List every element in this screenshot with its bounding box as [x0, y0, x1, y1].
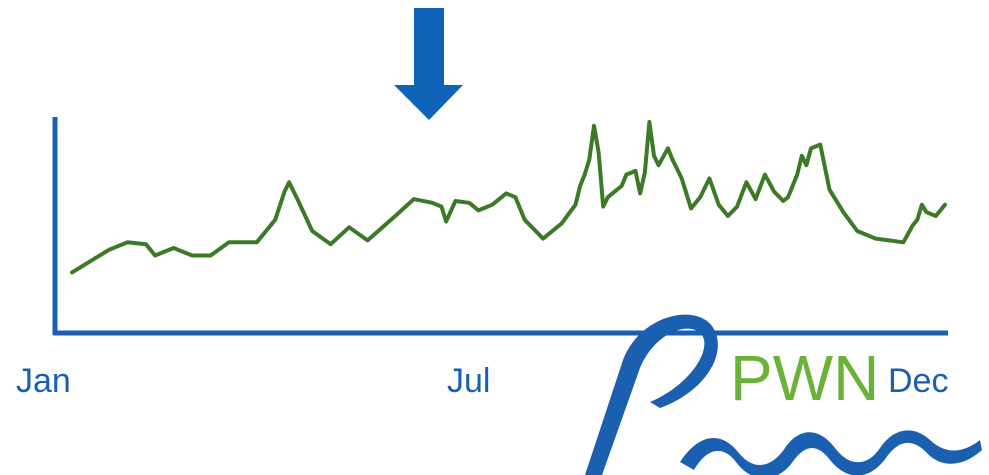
x-tick-label-jan: Jan — [16, 362, 71, 400]
pwn-logo: PWN — [585, 314, 982, 475]
x-tick-label-dec: Dec — [888, 362, 948, 400]
logo-text: PWN — [730, 342, 879, 414]
logo-swoosh-icon — [585, 314, 718, 475]
x-tick-label-jul: Jul — [447, 362, 490, 400]
series-line-0 — [70, 120, 947, 275]
series-group — [70, 120, 947, 275]
down-arrow-icon — [394, 8, 463, 120]
logo-wave-icon — [680, 430, 982, 475]
